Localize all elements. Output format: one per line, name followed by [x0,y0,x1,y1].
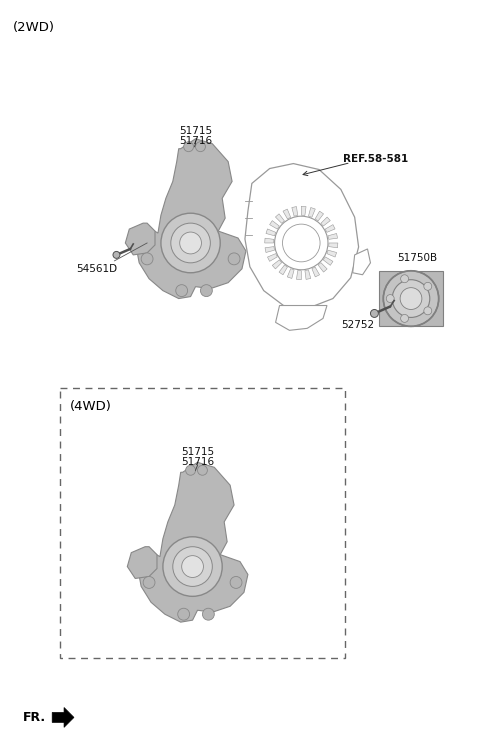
Circle shape [424,282,432,290]
Circle shape [113,251,120,258]
Polygon shape [327,250,336,257]
Text: REF.58-581: REF.58-581 [343,153,408,164]
Text: 51716: 51716 [179,136,212,146]
Polygon shape [270,221,279,229]
Circle shape [371,310,378,317]
Circle shape [384,271,439,326]
Text: 51715: 51715 [179,126,212,136]
Polygon shape [272,260,282,269]
Polygon shape [328,233,337,239]
Circle shape [141,253,153,265]
Polygon shape [266,229,276,236]
Polygon shape [301,206,306,215]
Text: 51750B: 51750B [397,253,437,263]
Polygon shape [264,238,274,243]
Polygon shape [312,267,320,277]
Polygon shape [265,247,275,253]
Polygon shape [318,263,327,272]
Circle shape [178,608,190,620]
Polygon shape [245,164,359,308]
Circle shape [386,295,394,302]
Circle shape [283,224,320,262]
Circle shape [424,307,432,315]
Polygon shape [125,223,155,255]
Polygon shape [323,257,333,266]
Polygon shape [138,462,248,622]
Bar [60,388,345,658]
Circle shape [203,608,214,620]
Text: 52752: 52752 [341,320,374,331]
Circle shape [201,285,212,296]
Text: 54561D: 54561D [76,264,117,274]
Text: (2WD): (2WD) [12,21,55,34]
Polygon shape [329,243,338,248]
Circle shape [186,465,195,475]
Circle shape [400,288,422,310]
Circle shape [143,577,155,589]
Circle shape [228,253,240,265]
Polygon shape [297,271,301,280]
Circle shape [176,285,188,296]
Bar [379,271,443,326]
Circle shape [171,223,210,263]
Circle shape [197,465,207,475]
Circle shape [182,556,204,577]
Polygon shape [52,708,74,727]
Polygon shape [276,305,327,331]
Text: 51715: 51715 [181,447,214,458]
Polygon shape [136,139,246,298]
Polygon shape [321,217,330,226]
Polygon shape [288,269,294,278]
Circle shape [184,141,193,152]
Text: FR.: FR. [23,711,46,724]
Polygon shape [292,206,298,216]
Polygon shape [276,214,285,224]
Polygon shape [267,254,277,261]
Polygon shape [309,207,315,218]
Circle shape [401,314,408,322]
Circle shape [173,547,212,586]
Circle shape [392,280,430,317]
Polygon shape [283,209,291,219]
Circle shape [161,213,220,273]
Text: 51716: 51716 [181,457,214,468]
Circle shape [163,537,222,596]
Polygon shape [305,270,311,280]
Text: (4WD): (4WD) [70,400,112,413]
Polygon shape [325,224,335,233]
Circle shape [195,141,205,152]
Circle shape [401,275,408,283]
Polygon shape [353,249,371,275]
Polygon shape [279,265,288,275]
Polygon shape [315,211,324,221]
Polygon shape [127,547,157,578]
Circle shape [275,216,328,270]
Circle shape [180,232,202,254]
Circle shape [230,577,242,589]
